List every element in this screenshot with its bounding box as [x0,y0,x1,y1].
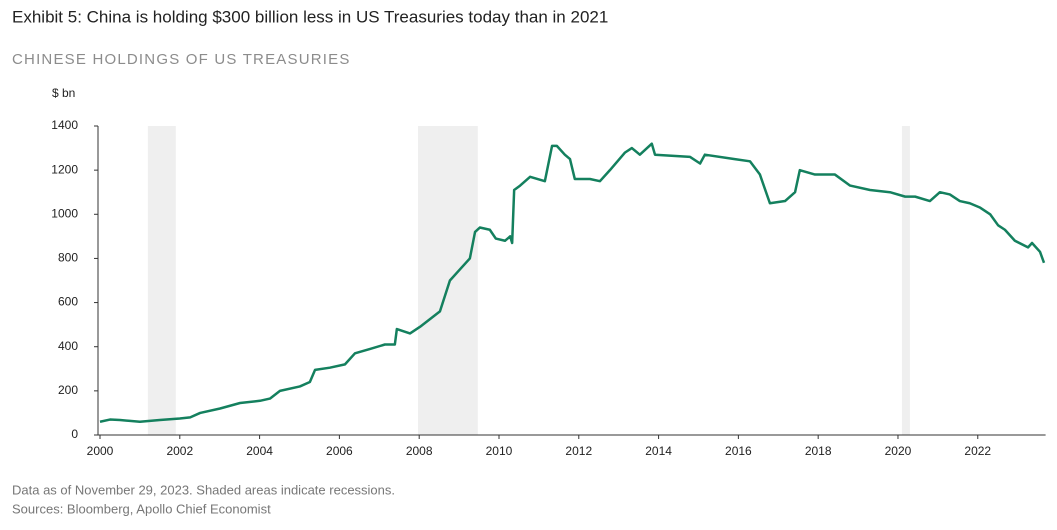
recession-band [417,126,478,435]
y-tick-label: 1000 [51,206,78,220]
y-tick-label: 0 [71,427,78,441]
data-line [99,142,1046,424]
chart-subtitle: CHINESE HOLDINGS OF US TREASURIES [12,51,351,68]
y-axis-label: $ bn [52,86,75,100]
x-tick-label: 2022 [964,444,991,458]
y-tick-label: 1400 [51,118,78,132]
recession-band [901,126,910,435]
x-tick-label: 2018 [805,444,832,458]
x-tick-label: 2014 [645,444,672,458]
y-tick-label: 1200 [51,162,78,176]
y-tick-label: 200 [58,383,78,397]
recession-band [147,126,176,435]
y-tick-label: 600 [58,295,78,309]
x-tick-label: 2010 [486,444,513,458]
x-tick-label: 2012 [565,444,592,458]
x-tick-label: 2008 [406,444,433,458]
footnote: Sources: Bloomberg, Apollo Chief Economi… [12,501,271,516]
chart-title: Exhibit 5: China is holding $300 billion… [12,7,608,26]
x-tick-label: 2016 [725,444,752,458]
x-tick-label: 2004 [246,444,273,458]
y-tick-label: 400 [58,339,78,353]
y-tick-label: 800 [58,251,78,265]
x-tick-label: 2000 [87,444,114,458]
x-tick-label: 2002 [166,444,193,458]
x-tick-label: 2020 [885,444,912,458]
footnote: Data as of November 29, 2023. Shaded are… [12,482,395,497]
x-tick-label: 2006 [326,444,353,458]
